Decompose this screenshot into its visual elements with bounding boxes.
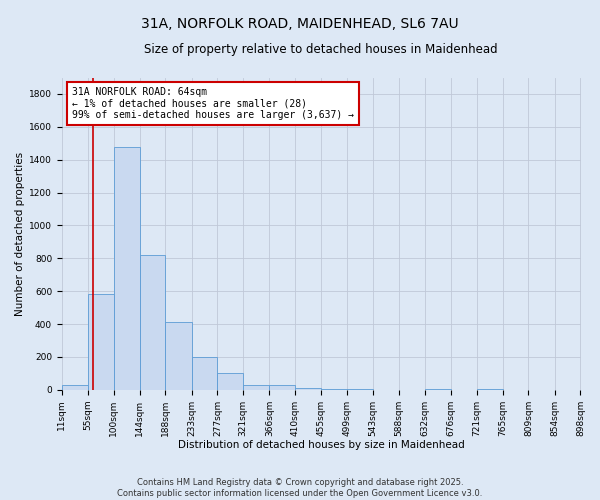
Bar xyxy=(62,385,88,390)
Bar xyxy=(191,357,217,390)
Bar xyxy=(217,374,243,390)
Text: Contains HM Land Registry data © Crown copyright and database right 2025.
Contai: Contains HM Land Registry data © Crown c… xyxy=(118,478,482,498)
Bar xyxy=(243,385,269,390)
Bar xyxy=(322,389,347,390)
Text: 31A NORFOLK ROAD: 64sqm
← 1% of detached houses are smaller (28)
99% of semi-det: 31A NORFOLK ROAD: 64sqm ← 1% of detached… xyxy=(72,87,354,120)
Text: 31A, NORFOLK ROAD, MAIDENHEAD, SL6 7AU: 31A, NORFOLK ROAD, MAIDENHEAD, SL6 7AU xyxy=(141,18,459,32)
Bar xyxy=(425,389,451,390)
X-axis label: Distribution of detached houses by size in Maidenhead: Distribution of detached houses by size … xyxy=(178,440,464,450)
Bar xyxy=(88,294,114,390)
Bar xyxy=(140,255,166,390)
Bar xyxy=(166,322,191,390)
Bar xyxy=(269,385,295,390)
Bar xyxy=(295,388,322,390)
Y-axis label: Number of detached properties: Number of detached properties xyxy=(15,152,25,316)
Bar xyxy=(114,146,140,390)
Title: Size of property relative to detached houses in Maidenhead: Size of property relative to detached ho… xyxy=(145,42,498,56)
